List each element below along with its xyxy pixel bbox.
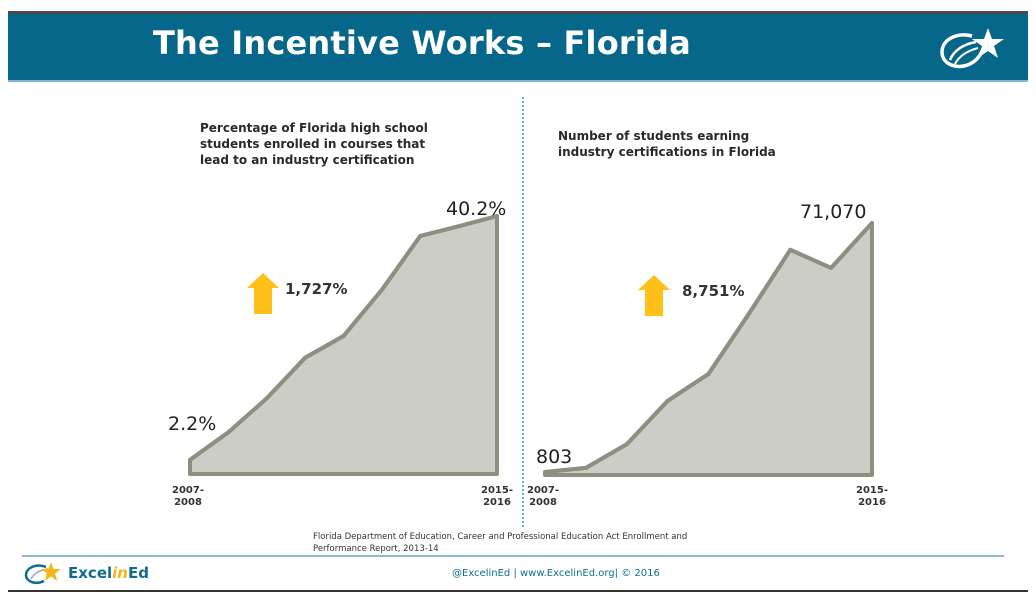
brand-name-ed: Ed xyxy=(127,564,149,582)
data-point-2014-2015 xyxy=(456,224,461,229)
area-series xyxy=(543,221,874,477)
data-point-2012-2013 xyxy=(379,287,384,292)
footer-links: @ExcelinEd | www.ExcelinEd.org| © 2016 xyxy=(452,568,660,579)
area-series xyxy=(188,214,499,476)
growth-annotation: 8,751% xyxy=(682,282,744,300)
data-point-2010-2011 xyxy=(303,355,308,360)
data-label-end: 71,070 xyxy=(800,201,866,223)
data-label-start: 2.2% xyxy=(168,413,216,435)
chart-enrollment-percentage: 2.2% 40.2% 2007-2008 2015-2016 1,727% xyxy=(168,198,513,508)
data-label-end: 40.2% xyxy=(446,198,506,220)
brand-logo: ExcelinEd xyxy=(24,561,149,585)
data-point-2013-2014 xyxy=(418,233,423,238)
data-point-2011-2012 xyxy=(706,371,711,376)
x-tick-label-start: 2007-2008 xyxy=(527,485,559,508)
data-point-2008-2009 xyxy=(583,465,588,470)
data-point-2015-2016 xyxy=(870,221,874,225)
data-point-2011-2012 xyxy=(341,334,346,339)
data-point-2007-2008 xyxy=(543,470,547,474)
data-point-2015-2016 xyxy=(495,214,499,218)
up-arrow-icon xyxy=(247,273,279,314)
slide-title: The Incentive Works – Florida xyxy=(153,24,691,62)
data-point-2007-2008 xyxy=(188,457,192,462)
chart-certifications-count: 803 71,070 2007-2008 2015-2016 8,751% xyxy=(527,201,888,508)
header-top-border xyxy=(8,11,1028,14)
brand-name: ExcelinEd xyxy=(68,564,149,582)
up-arrow-icon xyxy=(638,275,670,316)
excelined-star-icon xyxy=(24,562,61,584)
footer-divider xyxy=(22,555,1004,557)
x-tick-label-end: 2015-2016 xyxy=(856,485,888,508)
brand-name-excel: Excel xyxy=(68,564,113,582)
shooting-star-icon xyxy=(940,28,1004,69)
growth-annotation: 1,727% xyxy=(285,280,347,298)
data-point-2014-2015 xyxy=(829,265,834,270)
data-point-2008-2009 xyxy=(226,430,231,435)
chart-title-certifications-count: Number of students earning industry cert… xyxy=(558,129,776,159)
data-point-2009-2010 xyxy=(624,442,629,447)
footer-bottom-border xyxy=(8,590,1028,592)
data-point-2010-2011 xyxy=(665,398,670,403)
data-label-start: 803 xyxy=(536,446,572,468)
column-divider xyxy=(522,97,524,527)
data-point-2013-2014 xyxy=(788,247,793,252)
x-tick-label-start: 2007-2008 xyxy=(172,485,204,508)
brand-name-in: in xyxy=(112,564,128,582)
slide-header: The Incentive Works – Florida xyxy=(8,14,1028,82)
chart-title-enrollment-percentage: Percentage of Florida high school studen… xyxy=(200,121,428,167)
data-point-2012-2013 xyxy=(747,310,752,315)
source-citation: Florida Department of Education, Career … xyxy=(313,532,688,554)
data-point-2009-2010 xyxy=(264,396,269,401)
x-tick-label-end: 2015-2016 xyxy=(481,485,513,508)
